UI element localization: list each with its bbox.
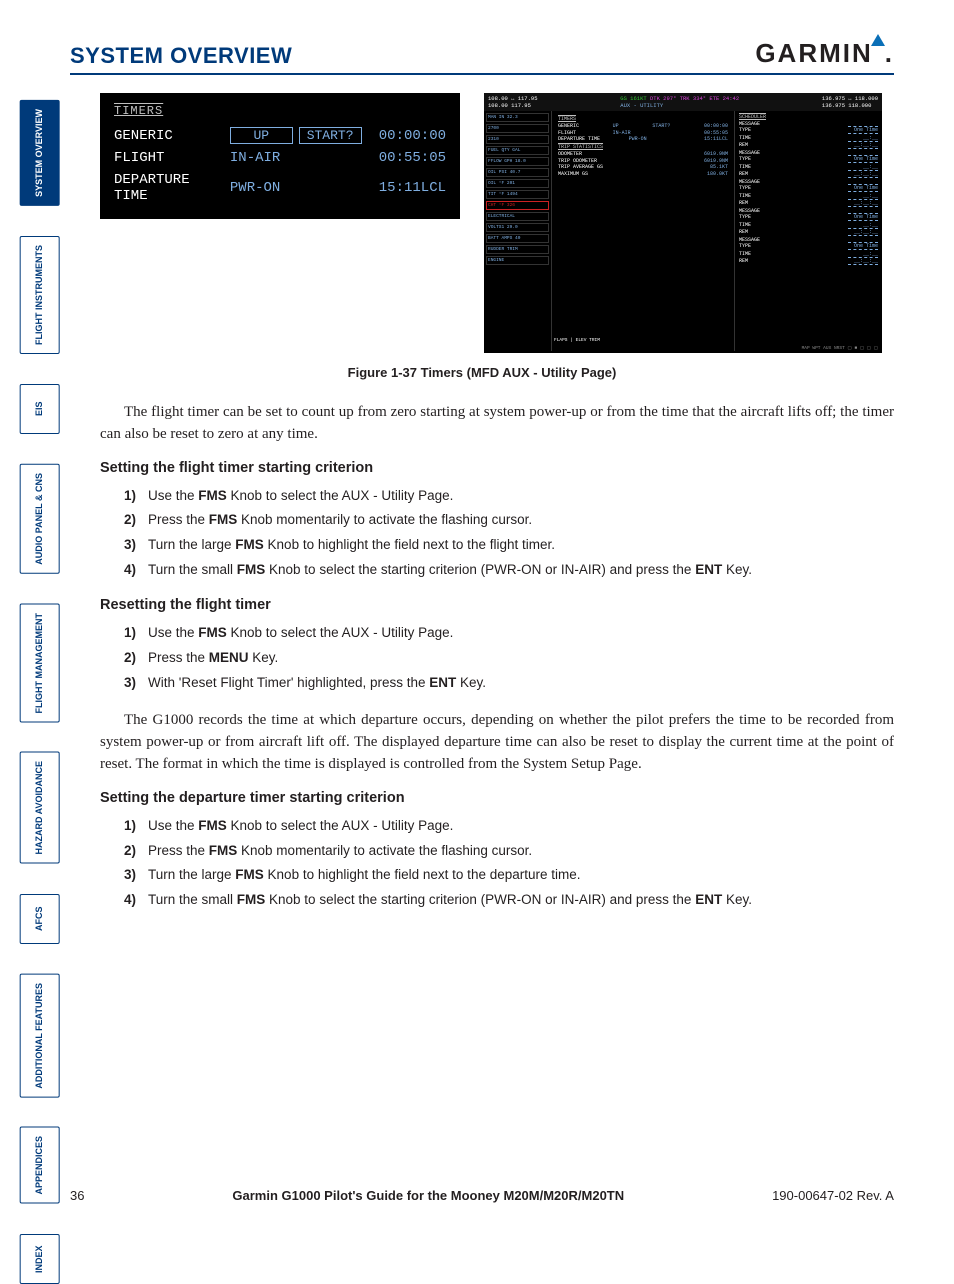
tab-flight-management[interactable]: FLIGHT MANAGEMENT xyxy=(20,604,60,723)
mfd-eis-strip: MAN IN 32.3 2700 2310 FUEL QTY GAL FFLOW… xyxy=(484,111,552,351)
footer-title: Garmin G1000 Pilot's Guide for the Moone… xyxy=(232,1188,624,1203)
subhead-resetting: Resetting the flight timer xyxy=(100,597,894,613)
step: 2)Press the MENU Key. xyxy=(124,646,894,671)
subhead-setting-flight-timer: Setting the flight timer starting criter… xyxy=(100,460,894,476)
tab-system-overview[interactable]: SYSTEM OVERVIEW xyxy=(20,100,60,206)
garmin-logo: GARMIN. xyxy=(755,38,894,69)
tab-additional-features[interactable]: ADDITIONAL FEATURES xyxy=(20,974,60,1098)
page-footer: 36 Garmin G1000 Pilot's Guide for the Mo… xyxy=(70,1188,894,1203)
step: 3)With 'Reset Flight Timer' highlighted,… xyxy=(124,671,894,696)
tab-index[interactable]: INDEX xyxy=(20,1234,60,1284)
timers-title: TIMERS xyxy=(114,104,163,118)
figure-caption: Figure 1-37 Timers (MFD AUX - Utility Pa… xyxy=(70,365,894,380)
step: 2)Press the FMS Knob momentarily to acti… xyxy=(124,839,894,864)
side-tabs: SYSTEM OVERVIEW FLIGHT INSTRUMENTS EIS AUDI… xyxy=(20,100,60,1284)
tab-afcs[interactable]: AFCS xyxy=(20,894,60,944)
page-number: 36 xyxy=(70,1188,84,1203)
step: 2)Press the FMS Knob momentarily to acti… xyxy=(124,508,894,533)
doc-revision: 190-00647-02 Rev. A xyxy=(772,1188,894,1203)
steps-3: 1)Use the FMS Knob to select the AUX - U… xyxy=(124,814,894,914)
page-header: SYSTEM OVERVIEW GARMIN. xyxy=(70,38,894,75)
tab-flight-instruments[interactable]: FLIGHT INSTRUMENTS xyxy=(20,236,60,354)
section-title: SYSTEM OVERVIEW xyxy=(70,43,292,69)
step: 3)Turn the large FMS Knob to highlight t… xyxy=(124,863,894,888)
steps-1: 1)Use the FMS Knob to select the AUX - U… xyxy=(124,484,894,584)
paragraph-2: The G1000 records the time at which depa… xyxy=(100,710,894,775)
tab-appendices[interactable]: APPENDICES xyxy=(20,1127,60,1204)
step: 1)Use the FMS Knob to select the AUX - U… xyxy=(124,484,894,509)
tab-audio-panel-cns[interactable]: AUDIO PANEL & CNS xyxy=(20,464,60,574)
mfd-scheduler: SCHEDULER MESSAGETYPEOne TimeTIME__:__RE… xyxy=(734,111,882,351)
tab-hazard-avoidance[interactable]: HAZARD AVOIDANCE xyxy=(20,752,60,864)
step: 1)Use the FMS Knob to select the AUX - U… xyxy=(124,621,894,646)
step: 3)Turn the large FMS Knob to highlight t… xyxy=(124,533,894,558)
step: 4)Turn the small FMS Knob to select the … xyxy=(124,558,894,583)
paragraph-1: The flight timer can be set to count up … xyxy=(100,402,894,446)
timers-closeup: TIMERS GENERICUPSTART?00:00:00FLIGHTIN-A… xyxy=(100,93,460,219)
steps-2: 1)Use the FMS Knob to select the AUX - U… xyxy=(124,621,894,696)
step: 4)Turn the small FMS Knob to select the … xyxy=(124,888,894,913)
tab-eis[interactable]: EIS xyxy=(20,384,60,434)
subhead-departure-timer: Setting the departure timer starting cri… xyxy=(100,790,894,806)
mfd-screenshot: 108.00 ↔ 117.95108.00 117.95 GS 161KT DT… xyxy=(484,93,882,353)
step: 1)Use the FMS Knob to select the AUX - U… xyxy=(124,814,894,839)
mfd-center: TIMERS GENERICUPSTART?00:00:00FLIGHTIN-A… xyxy=(552,111,734,351)
